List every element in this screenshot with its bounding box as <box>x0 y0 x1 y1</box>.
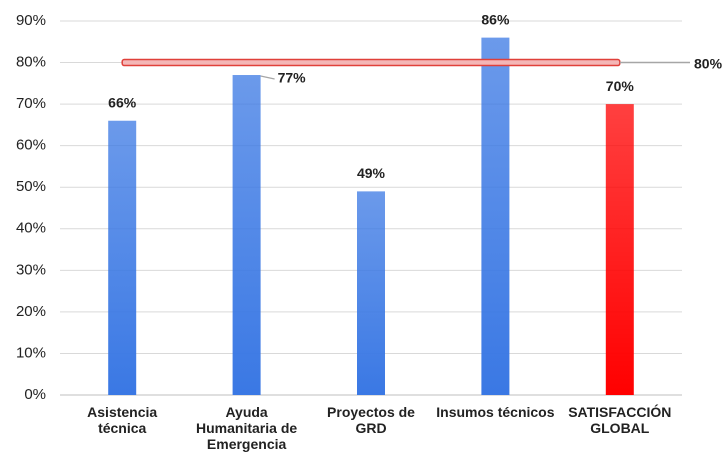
y-tick-label: 80% <box>16 54 46 71</box>
bar <box>481 37 510 395</box>
bar <box>108 120 137 395</box>
reference-label: 80% <box>694 55 723 71</box>
value-label: 77% <box>278 70 307 86</box>
y-tick-label: 0% <box>24 386 46 403</box>
value-label: 49% <box>357 165 386 181</box>
x-tick-label: Insumos técnicos <box>436 404 555 420</box>
y-tick-label: 50% <box>16 178 46 195</box>
value-label: 70% <box>606 78 635 94</box>
label-leader <box>260 75 275 80</box>
bar <box>232 75 261 396</box>
value-label: 66% <box>108 94 137 110</box>
y-tick-label: 10% <box>16 344 46 361</box>
y-tick-label: 70% <box>16 95 46 112</box>
bar <box>605 104 634 395</box>
x-tick-label: Proyectos de GRD <box>327 404 415 436</box>
y-tick-label: 20% <box>16 303 46 320</box>
y-tick-label: 30% <box>16 261 46 278</box>
y-tick-label: 40% <box>16 220 46 237</box>
x-tick-label: Asistencia técnica <box>87 404 158 436</box>
y-tick-label: 90% <box>16 12 46 29</box>
x-tick-label: SATISFACCIÓN GLOBAL <box>568 404 672 436</box>
value-label: 86% <box>481 11 510 27</box>
reference-line <box>121 58 621 67</box>
x-tick-label: Ayuda Humanitaria de Emergencia <box>196 404 298 452</box>
bar <box>357 191 385 395</box>
y-tick-label: 60% <box>16 137 46 154</box>
